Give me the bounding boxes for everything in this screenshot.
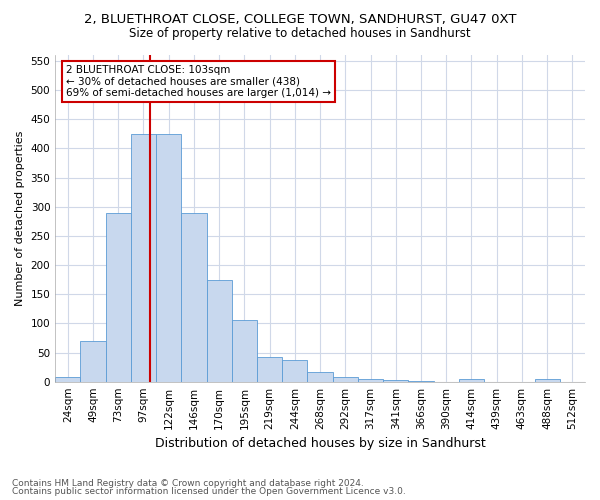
Bar bbox=[307, 372, 332, 382]
Bar bbox=[181, 212, 206, 382]
Bar bbox=[156, 134, 181, 382]
Bar bbox=[131, 134, 156, 382]
Text: Size of property relative to detached houses in Sandhurst: Size of property relative to detached ho… bbox=[129, 28, 471, 40]
Text: Contains HM Land Registry data © Crown copyright and database right 2024.: Contains HM Land Registry data © Crown c… bbox=[12, 478, 364, 488]
Bar bbox=[332, 377, 358, 382]
Bar bbox=[206, 280, 232, 382]
Bar bbox=[232, 320, 257, 382]
Bar bbox=[383, 380, 409, 382]
Bar bbox=[106, 212, 131, 382]
Bar bbox=[55, 377, 80, 382]
Bar bbox=[459, 380, 484, 382]
Text: 2 BLUETHROAT CLOSE: 103sqm
← 30% of detached houses are smaller (438)
69% of sem: 2 BLUETHROAT CLOSE: 103sqm ← 30% of deta… bbox=[66, 65, 331, 98]
Text: 2, BLUETHROAT CLOSE, COLLEGE TOWN, SANDHURST, GU47 0XT: 2, BLUETHROAT CLOSE, COLLEGE TOWN, SANDH… bbox=[84, 12, 516, 26]
Bar bbox=[358, 379, 383, 382]
Y-axis label: Number of detached properties: Number of detached properties bbox=[15, 130, 25, 306]
Bar bbox=[535, 380, 560, 382]
Bar bbox=[282, 360, 307, 382]
X-axis label: Distribution of detached houses by size in Sandhurst: Distribution of detached houses by size … bbox=[155, 437, 485, 450]
Text: Contains public sector information licensed under the Open Government Licence v3: Contains public sector information licen… bbox=[12, 487, 406, 496]
Bar bbox=[257, 356, 282, 382]
Bar bbox=[409, 380, 434, 382]
Bar bbox=[80, 341, 106, 382]
